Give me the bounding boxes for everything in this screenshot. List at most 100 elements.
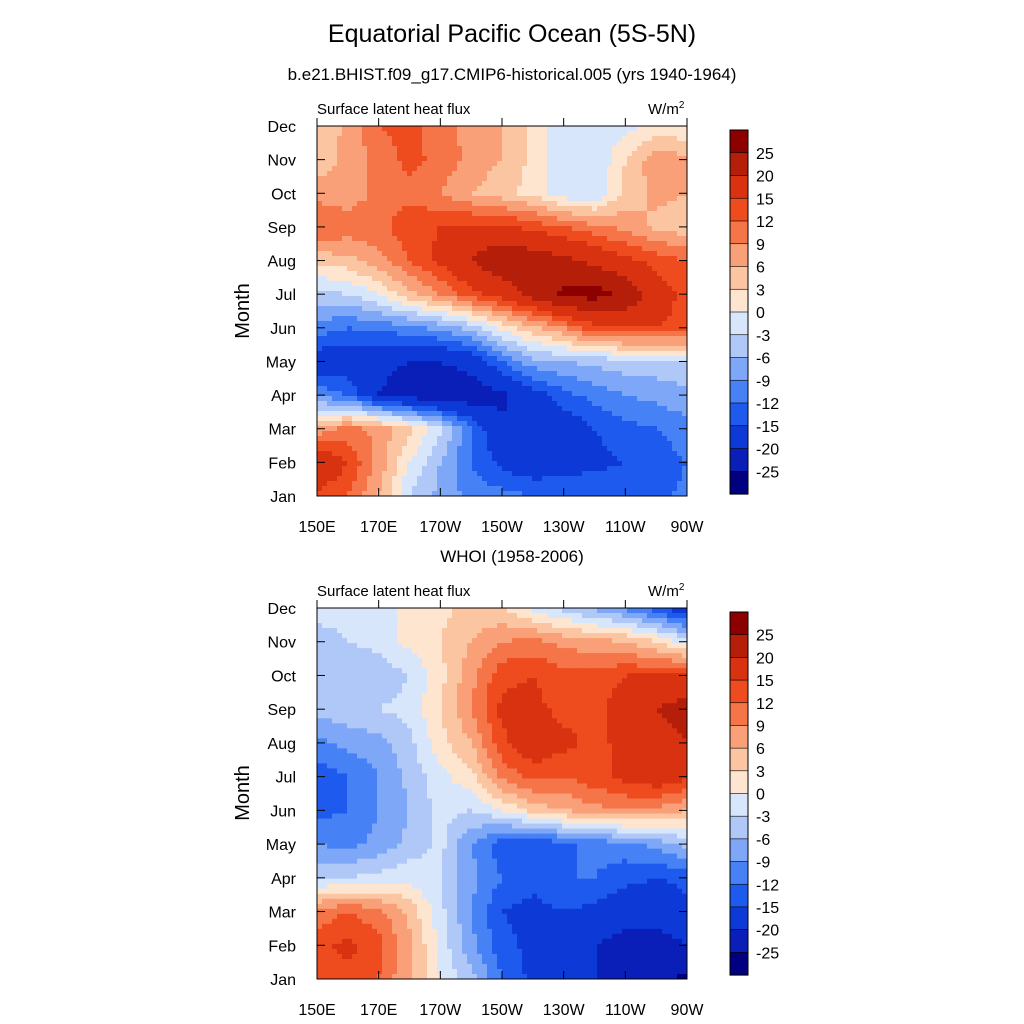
contour-cell (527, 131, 533, 137)
contour-cell (642, 156, 648, 162)
contour-cell (602, 311, 608, 317)
contour-cell (347, 461, 353, 467)
contour-cell (397, 251, 403, 257)
contour-cell (512, 351, 518, 357)
contour-cell (447, 431, 453, 437)
contour-cell (407, 386, 413, 392)
contour-cell (502, 386, 508, 392)
contour-cell (627, 356, 633, 362)
contour-cell (562, 221, 568, 227)
contour-cell (427, 186, 433, 192)
contour-cell (347, 391, 353, 397)
contour-cell (362, 441, 368, 447)
contour-cell (457, 351, 463, 357)
contour-cell (447, 421, 453, 427)
contour-cell (622, 441, 628, 447)
contour-cell (617, 201, 623, 207)
contour-cell (582, 416, 588, 422)
contour-cell (637, 371, 643, 377)
contour-cell (472, 221, 478, 227)
contour-cell (537, 291, 543, 297)
contour-cell (587, 146, 593, 152)
contour-cell (397, 181, 403, 187)
contour-cell (342, 361, 348, 367)
contour-cell (657, 396, 663, 402)
contour-cell (367, 356, 373, 362)
contour-cell (447, 311, 453, 317)
contour-cell (667, 196, 673, 202)
contour-cell (362, 386, 368, 392)
contour-cell (467, 321, 473, 327)
contour-cell (412, 346, 418, 352)
contour-cell (622, 161, 628, 167)
contour-cell (672, 216, 678, 222)
contour-cell (677, 311, 683, 317)
contour-cell (457, 226, 463, 232)
contour-cell (537, 436, 543, 442)
contour-cell (382, 211, 388, 217)
contour-cell (362, 446, 368, 452)
contour-cell (327, 266, 333, 272)
contour-cell (342, 201, 348, 207)
contour-cell (422, 236, 428, 242)
contour-cell (602, 401, 608, 407)
contour-cell (402, 141, 408, 147)
contour-cell (557, 346, 563, 352)
contour-cell (527, 206, 533, 212)
contour-cell (672, 151, 678, 157)
contour-cell (617, 216, 623, 222)
contour-cell (657, 271, 663, 277)
contour-cell (412, 326, 418, 332)
contour-cell (482, 376, 488, 382)
contour-cell (377, 251, 383, 257)
contour-cell (467, 196, 473, 202)
contour-cell (402, 431, 408, 437)
contour-cell (462, 171, 468, 177)
contour-cell (637, 321, 643, 327)
contour-cell (642, 251, 648, 257)
contour-cell (582, 386, 588, 392)
contour-cell (467, 346, 473, 352)
contour-cell (497, 421, 503, 427)
contour-cell (457, 291, 463, 297)
contour-cell (567, 321, 573, 327)
contour-cell (367, 426, 373, 432)
contour-cell (327, 386, 333, 392)
contour-cell (327, 206, 333, 212)
contour-cell (622, 421, 628, 427)
contour-cell (382, 196, 388, 202)
contour-cell (462, 226, 468, 232)
contour-cell (387, 141, 393, 147)
contour-cell (587, 396, 593, 402)
contour-cell (362, 391, 368, 397)
contour-cell (632, 126, 638, 132)
contour-cell (562, 206, 568, 212)
contour-cell (397, 141, 403, 147)
contour-cell (437, 271, 443, 277)
contour-cell (477, 196, 483, 202)
contour-cell (672, 146, 678, 152)
contour-cell (347, 381, 353, 387)
contour-cell (487, 251, 493, 257)
contour-cell (452, 256, 458, 262)
contour-cell (332, 261, 338, 267)
contour-cell (397, 436, 403, 442)
contour-cell (417, 126, 423, 132)
contour-cell (467, 181, 473, 187)
contour-cell (487, 141, 493, 147)
contour-cell (617, 326, 623, 332)
contour-cell (642, 276, 648, 282)
contour-cell (327, 271, 333, 277)
contour-cell (537, 166, 543, 172)
contour-cell (627, 346, 633, 352)
contour-cell (332, 166, 338, 172)
contour-cell (597, 456, 603, 462)
contour-cell (477, 181, 483, 187)
contour-cell (547, 201, 553, 207)
contour-cell (627, 446, 633, 452)
contour-cell (452, 301, 458, 307)
contour-cell (672, 426, 678, 432)
contour-cell (452, 286, 458, 292)
contour-cell (647, 326, 653, 332)
contour-cell (402, 436, 408, 442)
